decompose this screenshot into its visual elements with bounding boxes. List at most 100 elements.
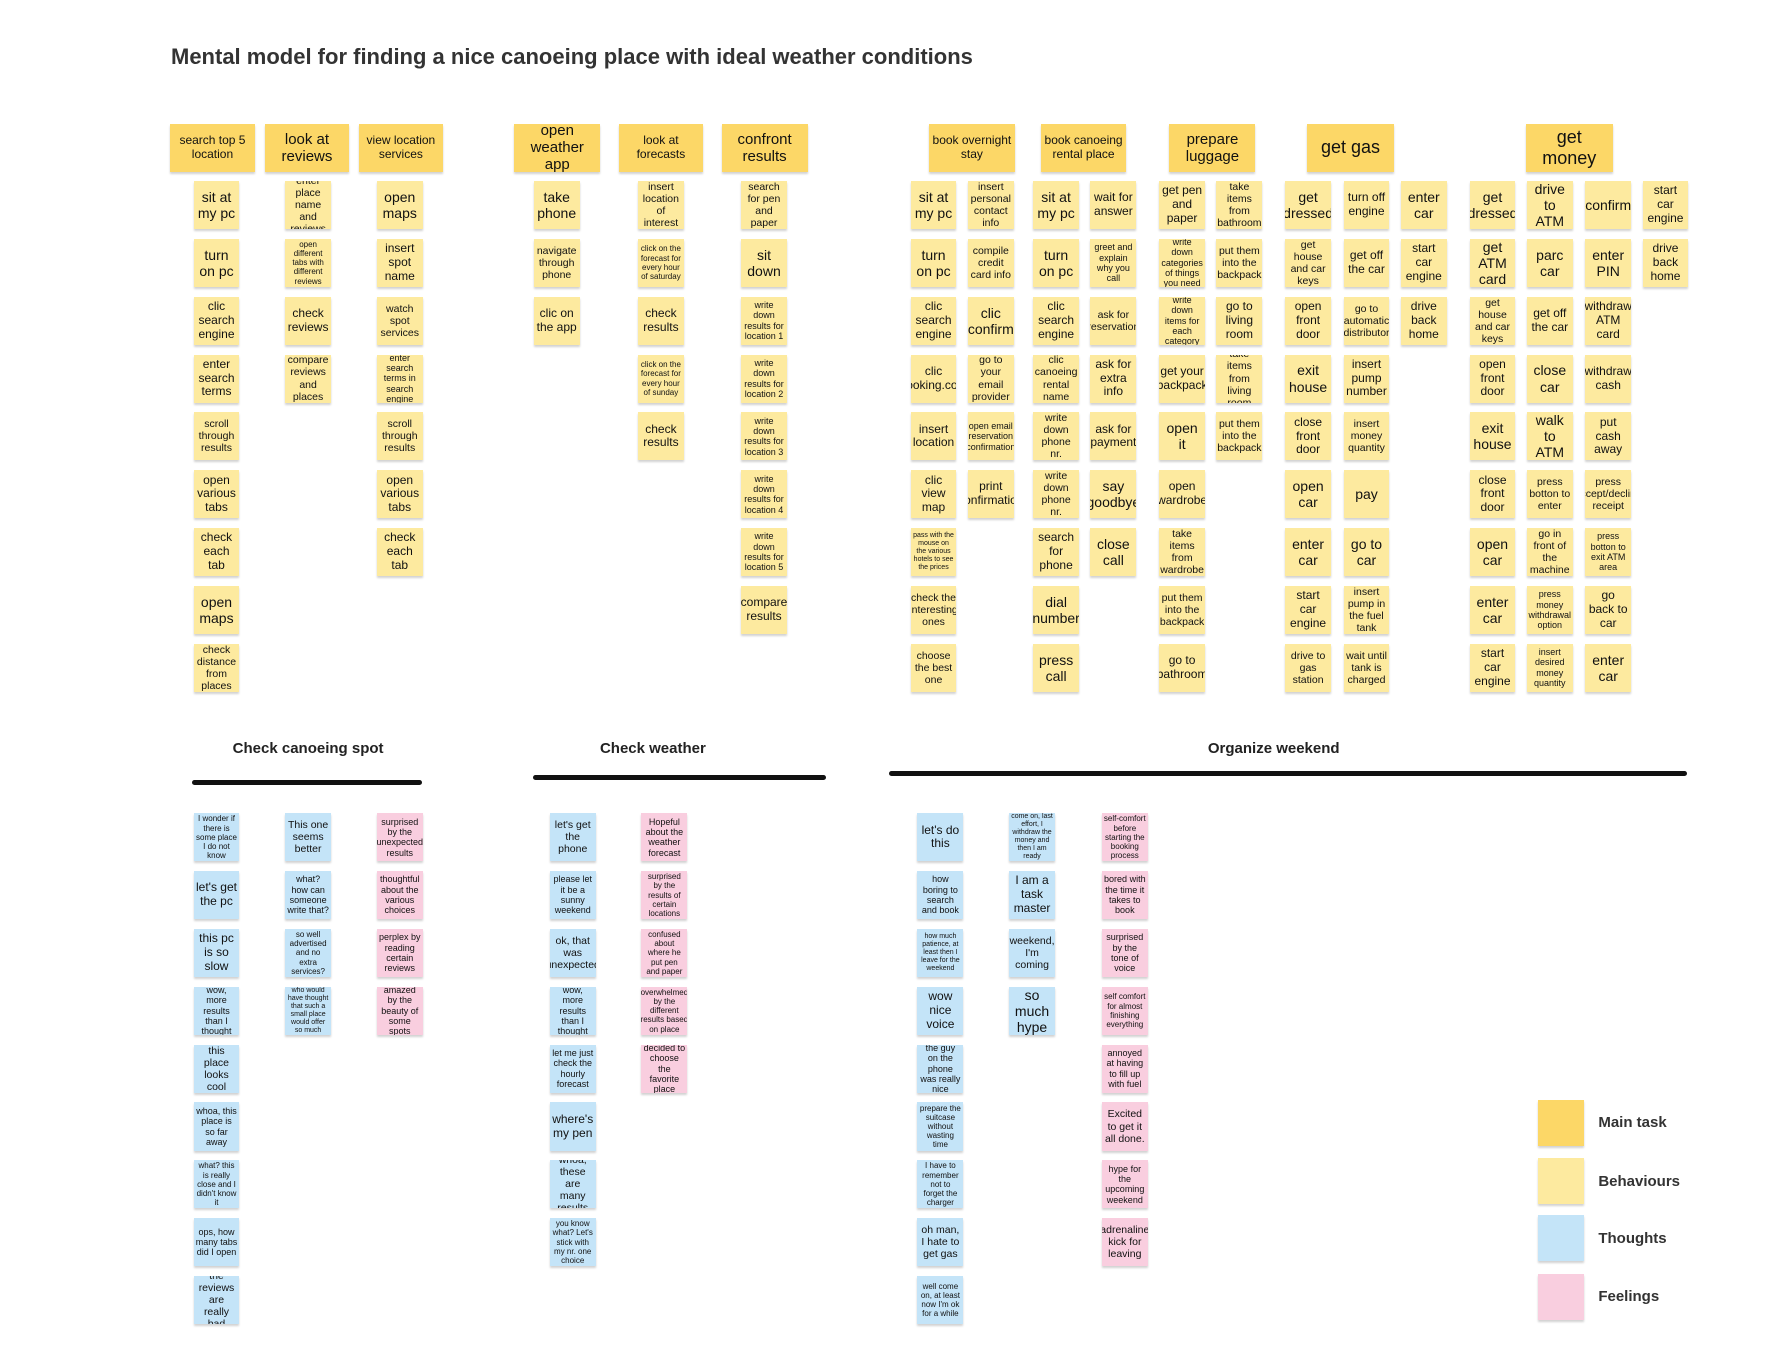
- feeling-note: adrenaline kick for leaving: [1101, 1218, 1148, 1267]
- behaviour-note: start car engine: [1400, 238, 1447, 287]
- behaviour-note: turn on pc: [1033, 238, 1079, 287]
- legend-item: Thoughts: [1538, 1215, 1667, 1262]
- main-task-note: confront results: [721, 123, 808, 172]
- behaviour-note: watch spot services: [376, 296, 423, 345]
- behaviour-note: write down results for location 2: [741, 354, 787, 403]
- main-task-note: book overnight stay: [928, 123, 1015, 172]
- section-divider: [532, 775, 826, 781]
- behaviour-note: put them into the backpack: [1216, 412, 1263, 461]
- feeling-note: Excited to get it all done.: [1101, 1102, 1148, 1151]
- behaviour-note: close call: [1090, 528, 1137, 577]
- thought-note: you know what? Let's stick with my nr. o…: [549, 1218, 596, 1267]
- thought-note: this pc is so slow: [193, 928, 240, 978]
- behaviour-note: get dressed: [1469, 180, 1516, 230]
- feeling-note: surprised by the unexpected results: [376, 813, 423, 862]
- behaviour-note: write down categories of things you need: [1159, 238, 1205, 287]
- section-label: Check canoeing spot: [232, 739, 384, 757]
- behaviour-note: go back to car: [1585, 585, 1632, 634]
- thought-note: I have to remember not to forget the cha…: [917, 1160, 964, 1209]
- behaviour-note: press call: [1033, 643, 1079, 692]
- legend-label: Feelings: [1598, 1288, 1660, 1306]
- feeling-note: surprised by the results of certain loca…: [641, 871, 688, 920]
- behaviour-note: insert desired money quantity: [1526, 643, 1573, 692]
- main-task-note: get money: [1525, 123, 1613, 172]
- thought-note: prepare the suitcase without wasting tim…: [917, 1102, 964, 1151]
- behaviour-note: dial number: [1033, 585, 1079, 634]
- legend-label: Main task: [1598, 1114, 1667, 1132]
- behaviour-note: get house and car keys: [1285, 238, 1331, 287]
- behaviour-note: take phone: [533, 180, 580, 230]
- thought-note: where's my pen: [549, 1102, 596, 1151]
- behaviour-note: say goodbye: [1090, 470, 1137, 519]
- main-task-note: get gas: [1306, 123, 1394, 172]
- feeling-note: overwhelmed by the different results bas…: [641, 986, 688, 1035]
- thought-note: come on, last effort, I withdraw the mon…: [1009, 813, 1055, 862]
- behaviour-note: navigate through phone: [533, 238, 580, 287]
- thought-note: how boring to search and book: [917, 871, 964, 920]
- legend-swatch: [1538, 1099, 1585, 1146]
- behaviour-note: ask for payment: [1090, 412, 1137, 461]
- main-task-note: look at reviews: [264, 123, 350, 172]
- feeling-note: confused about where he put pen and pape…: [641, 928, 688, 978]
- legend-swatch: [1538, 1215, 1585, 1262]
- behaviour-note: pay: [1343, 470, 1390, 519]
- legend-item: Feelings: [1538, 1273, 1660, 1320]
- behaviour-note: take items from bathroom: [1216, 180, 1263, 230]
- behaviour-note: insert location: [910, 412, 957, 461]
- main-task-note: book canoeing rental place: [1041, 123, 1126, 172]
- behaviour-note: go to your email provider: [967, 354, 1014, 403]
- main-task-note: view location services: [358, 123, 444, 172]
- behaviour-note: get ATM card: [1469, 238, 1516, 287]
- section-divider: [192, 780, 422, 786]
- behaviour-note: get dressed: [1285, 180, 1331, 230]
- main-task-note: prepare luggage: [1169, 123, 1256, 172]
- behaviour-note: take items from wardrobe: [1159, 528, 1205, 577]
- behaviour-note: choose the best one: [910, 643, 957, 692]
- main-task-note: look at forecasts: [618, 123, 704, 172]
- legend-label: Behaviours: [1598, 1172, 1681, 1190]
- behaviour-note: check results: [638, 296, 684, 345]
- page-title: Mental model for finding a nice canoeing…: [171, 44, 973, 69]
- thought-note: let's do this: [917, 813, 964, 862]
- behaviour-note: write down results for location 1: [741, 296, 787, 345]
- behaviour-note: enter car: [1469, 585, 1516, 634]
- behaviour-note: open wardrobe: [1159, 470, 1205, 519]
- thought-note: I wonder if there is some place I do not…: [193, 813, 240, 862]
- behaviour-note: sit at my pc: [910, 180, 957, 230]
- behaviour-note: open front door: [1285, 296, 1331, 345]
- main-task-note: search top 5 location: [169, 123, 256, 172]
- behaviour-note: check reviews: [285, 296, 332, 345]
- behaviour-note: open different tabs with different revie…: [285, 238, 332, 287]
- behaviour-note: close front door: [1285, 412, 1331, 461]
- behaviour-note: open various tabs: [376, 470, 423, 519]
- behaviour-note: insert pump number: [1343, 354, 1390, 403]
- behaviour-note: check each tab: [193, 528, 240, 577]
- behaviour-note: put cash away: [1585, 412, 1632, 461]
- behaviour-note: put them into the backpack: [1159, 585, 1205, 634]
- thought-note: wow, more results than I thought: [193, 986, 240, 1035]
- behaviour-note: clic confirm: [967, 296, 1014, 345]
- thought-note: let's get the phone: [549, 813, 596, 862]
- behaviour-note: sit at my pc: [193, 180, 240, 230]
- behaviour-note: go to car: [1343, 528, 1390, 577]
- behaviour-note: scroll through results: [376, 412, 423, 461]
- feeling-note: self comfort for almost finishing everyt…: [1101, 986, 1148, 1035]
- behaviour-note: clic search engine: [193, 296, 240, 345]
- behaviour-note: go to automatic distributor: [1343, 296, 1390, 345]
- behaviour-note: clic view map: [910, 470, 957, 519]
- behaviour-note: withdraw ATM card: [1585, 296, 1632, 345]
- behaviour-note: open front door: [1469, 354, 1516, 403]
- behaviour-note: drive to gas station: [1285, 643, 1331, 692]
- feeling-note: decided to choose the favorite place: [641, 1044, 688, 1093]
- behaviour-note: wait for answer: [1090, 180, 1137, 230]
- thought-note: this place looks cool: [193, 1044, 240, 1093]
- thought-note: let's get the pc: [193, 871, 240, 920]
- behaviour-note: open car: [1285, 470, 1331, 519]
- behaviour-note: check distance from places: [193, 643, 240, 692]
- behaviour-note: get off the car: [1343, 238, 1390, 287]
- behaviour-note: turn on pc: [193, 238, 240, 287]
- behaviour-note: insert location of interest: [638, 180, 684, 230]
- behaviour-note: press botton to enter: [1526, 470, 1573, 519]
- behaviour-note: get your backpack: [1159, 354, 1205, 403]
